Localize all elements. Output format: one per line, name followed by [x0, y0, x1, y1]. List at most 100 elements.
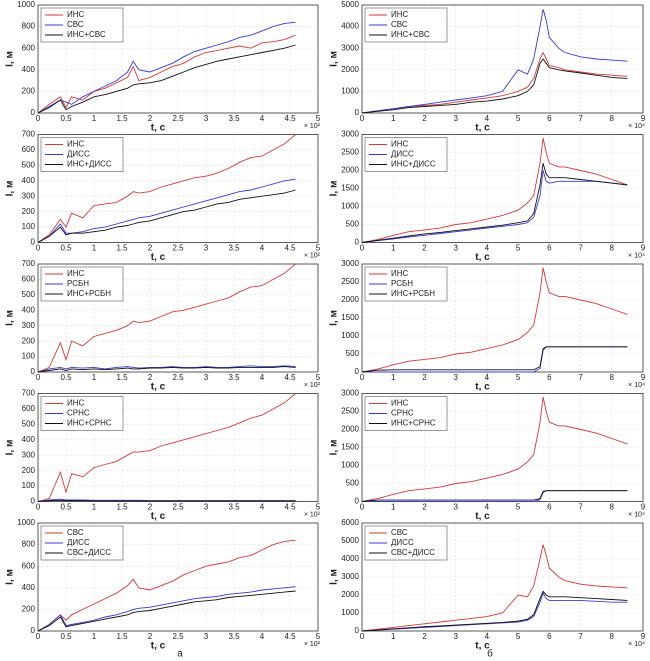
data-line — [37, 134, 296, 243]
y-tick-label: 400 — [22, 583, 36, 592]
y-tick-label: 800 — [22, 540, 36, 549]
x-tick-label: 7 — [578, 632, 583, 641]
legend-label: ИНС — [391, 140, 409, 149]
x-tick-label: 7 — [578, 503, 583, 512]
x-tick-label: 5 — [516, 114, 521, 123]
x-tick-label: 8 — [610, 503, 615, 512]
x-tick-label: 0 — [360, 373, 365, 382]
y-tick-label: 500 — [22, 419, 36, 428]
y-tick-label: 400 — [22, 305, 36, 314]
x-tick-label: 3.5 — [228, 114, 240, 123]
y-axis-label: I, м — [329, 310, 340, 326]
y-tick-label: 200 — [22, 605, 36, 614]
y-tick-label: 100 — [22, 481, 36, 490]
x-tick-label: 3.5 — [228, 244, 240, 253]
x-tick-label: 2 — [422, 114, 427, 123]
x-axis-label: t, c — [151, 252, 166, 263]
legend-label: ИНС+СВС — [391, 30, 430, 39]
y-tick-label: 500 — [22, 290, 36, 299]
legend-label: СВС — [391, 528, 408, 537]
data-line — [361, 490, 628, 502]
y-tick-label: 3000 — [341, 259, 359, 268]
x-tick-label: 0 — [360, 244, 365, 253]
y-tick-label: 0 — [355, 626, 360, 635]
x-tick-label: 4 — [485, 503, 490, 512]
y-tick-label: 500 — [346, 479, 360, 488]
y-tick-label: 400 — [22, 435, 36, 444]
x-tick-label: 4 — [260, 114, 265, 123]
x-tick-label: 2 — [148, 503, 153, 512]
x-tick-label: 3 — [453, 503, 458, 512]
y-tick-label: 2500 — [341, 148, 359, 157]
y-tick-label: 0 — [31, 367, 36, 376]
x-tick-label: 2 — [422, 373, 427, 382]
data-line — [37, 34, 296, 114]
data-line — [361, 163, 628, 243]
x-tick-label: 3 — [453, 632, 458, 641]
y-tick-label: 400 — [22, 65, 36, 74]
y-axis-label: I, м — [329, 51, 340, 67]
x-tick-label: 9 — [641, 632, 646, 641]
x-tick-label: 8 — [610, 114, 615, 123]
x-axis-label: t, c — [475, 252, 490, 263]
y-tick-label: 800 — [22, 22, 36, 31]
y-tick-label: 0 — [31, 238, 36, 247]
y-tick-label: 700 — [22, 130, 36, 139]
data-line — [361, 346, 628, 373]
x-tick-label: 2 — [422, 632, 427, 641]
y-tick-label: 2500 — [341, 277, 359, 286]
y-tick-label: 1500 — [341, 313, 359, 322]
x-tick-label: 1 — [391, 114, 396, 123]
data-line — [361, 544, 628, 632]
data-line — [361, 592, 628, 632]
x-tick-label: 6 — [547, 503, 552, 512]
legend-label: ИНС — [391, 10, 409, 19]
x-multiplier: × 10² — [304, 382, 321, 389]
x-tick-label: 1 — [92, 373, 97, 382]
x-axis-label: t, c — [151, 123, 166, 134]
x-tick-label: 8 — [610, 373, 615, 382]
y-tick-label: 4000 — [341, 554, 359, 563]
x-tick-label: 1.5 — [116, 373, 128, 382]
y-tick-label: 300 — [22, 321, 36, 330]
x-tick-label: 3.5 — [228, 503, 240, 512]
x-tick-label: 0 — [360, 632, 365, 641]
legend-label: ДИСС — [391, 150, 414, 159]
x-tick-label: 1 — [391, 632, 396, 641]
x-multiplier: × 10² — [304, 123, 321, 130]
data-line — [361, 397, 628, 502]
x-tick-label: 4 — [260, 632, 265, 641]
legend-label: ИНС+РСБН — [67, 289, 111, 298]
x-tick-label: 9 — [641, 244, 646, 253]
x-tick-label: 5 — [516, 632, 521, 641]
x-tick-label: 4.5 — [284, 114, 296, 123]
x-tick-label: 4 — [485, 632, 490, 641]
x-tick-label: 3 — [204, 632, 209, 641]
legend-label: СВС+ДИСС — [391, 548, 435, 557]
x-tick-label: 3 — [453, 373, 458, 382]
x-tick-label: 1.5 — [116, 244, 128, 253]
y-tick-label: 500 — [22, 160, 36, 169]
x-tick-label: 0 — [360, 114, 365, 123]
x-tick-label: 3 — [204, 503, 209, 512]
legend-label: ИНС — [67, 269, 85, 278]
y-tick-label: 0 — [31, 497, 36, 506]
legend-label: ИНС+РСБН — [391, 289, 435, 298]
y-tick-label: 2000 — [341, 166, 359, 175]
x-tick-label: 4.5 — [284, 244, 296, 253]
axes-frame — [361, 4, 644, 114]
data-line — [37, 365, 296, 373]
x-axis-label: t, c — [475, 641, 490, 652]
x-tick-label: 4 — [260, 373, 265, 382]
y-tick-label: 200 — [22, 87, 36, 96]
legend-label: СВС — [67, 20, 84, 29]
x-tick-label: 5 — [316, 632, 321, 641]
y-tick-label: 3000 — [341, 130, 359, 139]
y-tick-label: 5000 — [341, 0, 359, 9]
x-tick-label: 1 — [391, 503, 396, 512]
x-multiplier: × 10⁴ — [628, 641, 645, 648]
y-tick-label: 300 — [22, 450, 36, 459]
data-line — [37, 21, 296, 114]
y-tick-label: 1500 — [341, 184, 359, 193]
